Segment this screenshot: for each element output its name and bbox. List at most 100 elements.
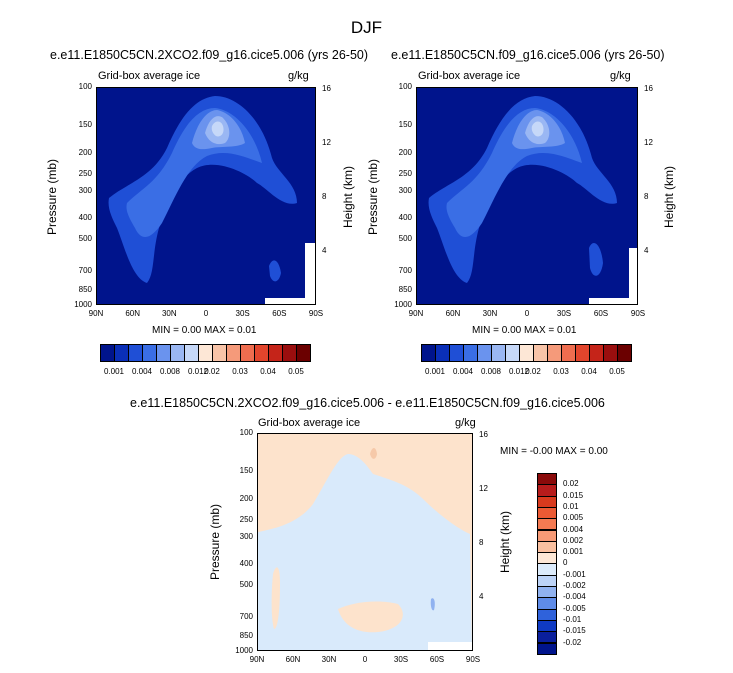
panel2-contour-peak [531,121,544,137]
colorbar-label: 0.03 [232,367,248,376]
panel1-subtitle-right: g/kg [288,70,309,82]
y-tick-label: 250 [398,168,412,178]
panel3-masked-region [428,642,472,650]
colorbar-swatch [268,344,283,362]
panel1-masked-region-antarctica [305,243,315,304]
y-tick-label: 250 [239,514,253,524]
panel3-negative-region [258,454,472,650]
panel3-positive-blob-upper [370,448,377,459]
y-right-tick-label: 8 [322,191,327,201]
panel1-ylabel: Pressure (mb) [45,159,59,236]
panel3-subtitle-left: Grid-box average ice [258,417,361,429]
x-tick-label: 30S [556,309,572,318]
panel2-contour-south [589,243,603,276]
x-tick-label: 60N [445,309,461,318]
colorbar-swatch [603,344,618,362]
y-tick-label: 1000 [235,646,253,655]
colorbar-swatch [100,344,115,362]
panel2-plot-area [416,87,638,305]
colorbar-label: 0.04 [260,367,276,376]
panel2-title: e.e11.E1850C5CN.f09_g16.cice5.006 (yrs 2… [391,48,665,62]
y-tick-label: 500 [78,234,92,244]
x-tick-label: 90N [249,655,265,664]
x-tick-label: 30S [393,655,409,664]
colorbar-swatch [561,344,576,362]
colorbar-swatch [463,344,478,362]
colorbar-label: -0.005 [563,603,586,613]
x-tick-label: 90N [408,309,424,318]
colorbar-swatch [449,344,464,362]
colorbar-label: 0.03 [553,367,569,376]
y-tick-label: 700 [398,266,412,276]
y-right-tick-label: 16 [644,83,653,93]
y-right-tick-label: 16 [479,429,488,439]
colorbar-label: 0.01 [563,501,579,511]
colorbar-label: 0.001 [424,367,446,376]
colorbar-label: 0.001 [563,547,584,557]
panel1-title: e.e11.E1850C5CN.2XCO2.f09_g16.cice5.006 … [50,48,369,62]
panel1-masked-region [265,298,315,304]
main-title: DJF [350,18,383,37]
colorbar-label: -0.004 [563,592,586,602]
colorbar-swatch [128,344,143,362]
y-right-tick-label: 8 [479,537,484,547]
y-right-tick-label: 4 [322,245,327,255]
colorbar-label: 0.008 [159,367,181,376]
colorbar-label: 0.02 [525,367,541,376]
x-tick-label: 30N [482,309,498,318]
y-tick-label: 400 [398,213,412,223]
panel2-min-max: MIN = 0.00 MAX = 0.01 [472,325,577,336]
y-tick-label: 200 [78,147,92,157]
colorbar-label: 0.02 [204,367,220,376]
y-tick-label: 250 [78,168,92,178]
y-tick-label: 150 [239,466,253,476]
colorbar-label: 0.04 [581,367,597,376]
x-tick-label: 60N [125,309,140,318]
colorbar-label: 0 [563,558,568,568]
x-tick-label: 0 [203,309,209,318]
x-tick-label: 90S [465,655,481,664]
y-tick-label: 300 [78,186,92,195]
colorbar-label: 0.004 [131,367,153,376]
colorbar-swatch [505,344,520,362]
colorbar-label: 0.015 [563,490,584,500]
panel1-min-max: MIN = 0.00 MAX = 0.01 [152,325,257,336]
x-tick-label: 60S [272,309,287,318]
panel1-ylabel-right: Height (km) [341,166,355,229]
colorbar-swatch [184,344,199,362]
colorbar-label: 0.05 [288,367,304,376]
panel2-subtitle-right: g/kg [610,70,631,82]
colorbar-label: 0.012 [508,367,530,376]
y-tick-label: 500 [398,234,412,244]
y-tick-label: 850 [78,284,92,294]
colorbar-swatch [435,344,450,362]
colorbar-swatch [114,344,129,362]
y-tick-label: 300 [398,186,412,195]
x-tick-label: 60S [429,655,445,664]
y-right-tick-label: 12 [322,137,331,147]
colorbar-label: 0.05 [609,367,625,376]
colorbar-swatch [617,344,632,362]
colorbar-swatch [533,344,548,362]
colorbar-swatch [421,344,436,362]
x-tick-label: 30S [235,309,250,318]
colorbar-swatch [282,344,297,362]
x-tick-label: 90S [308,309,324,318]
x-tick-label: 0 [524,309,530,318]
y-tick-label: 150 [78,120,92,130]
y-tick-label: 850 [398,284,412,294]
panel3-min-max: MIN = -0.00 MAX = 0.00 [500,446,608,457]
panel3-plot-area [257,433,473,651]
colorbar-label: 0.005 [563,513,584,523]
colorbar-swatch [212,344,227,362]
panel1-plot-area [96,87,316,305]
colorbar-swatch [519,344,534,362]
x-tick-label: 30N [321,655,337,664]
colorbar-swatch [296,344,311,362]
y-tick-label: 850 [239,630,253,640]
x-tick-label: 30N [161,309,177,318]
y-right-tick-label: 4 [479,591,484,601]
y-right-tick-label: 12 [644,137,653,147]
colorbar-label: -0.001 [563,569,586,579]
x-tick-label: 90S [630,309,646,318]
